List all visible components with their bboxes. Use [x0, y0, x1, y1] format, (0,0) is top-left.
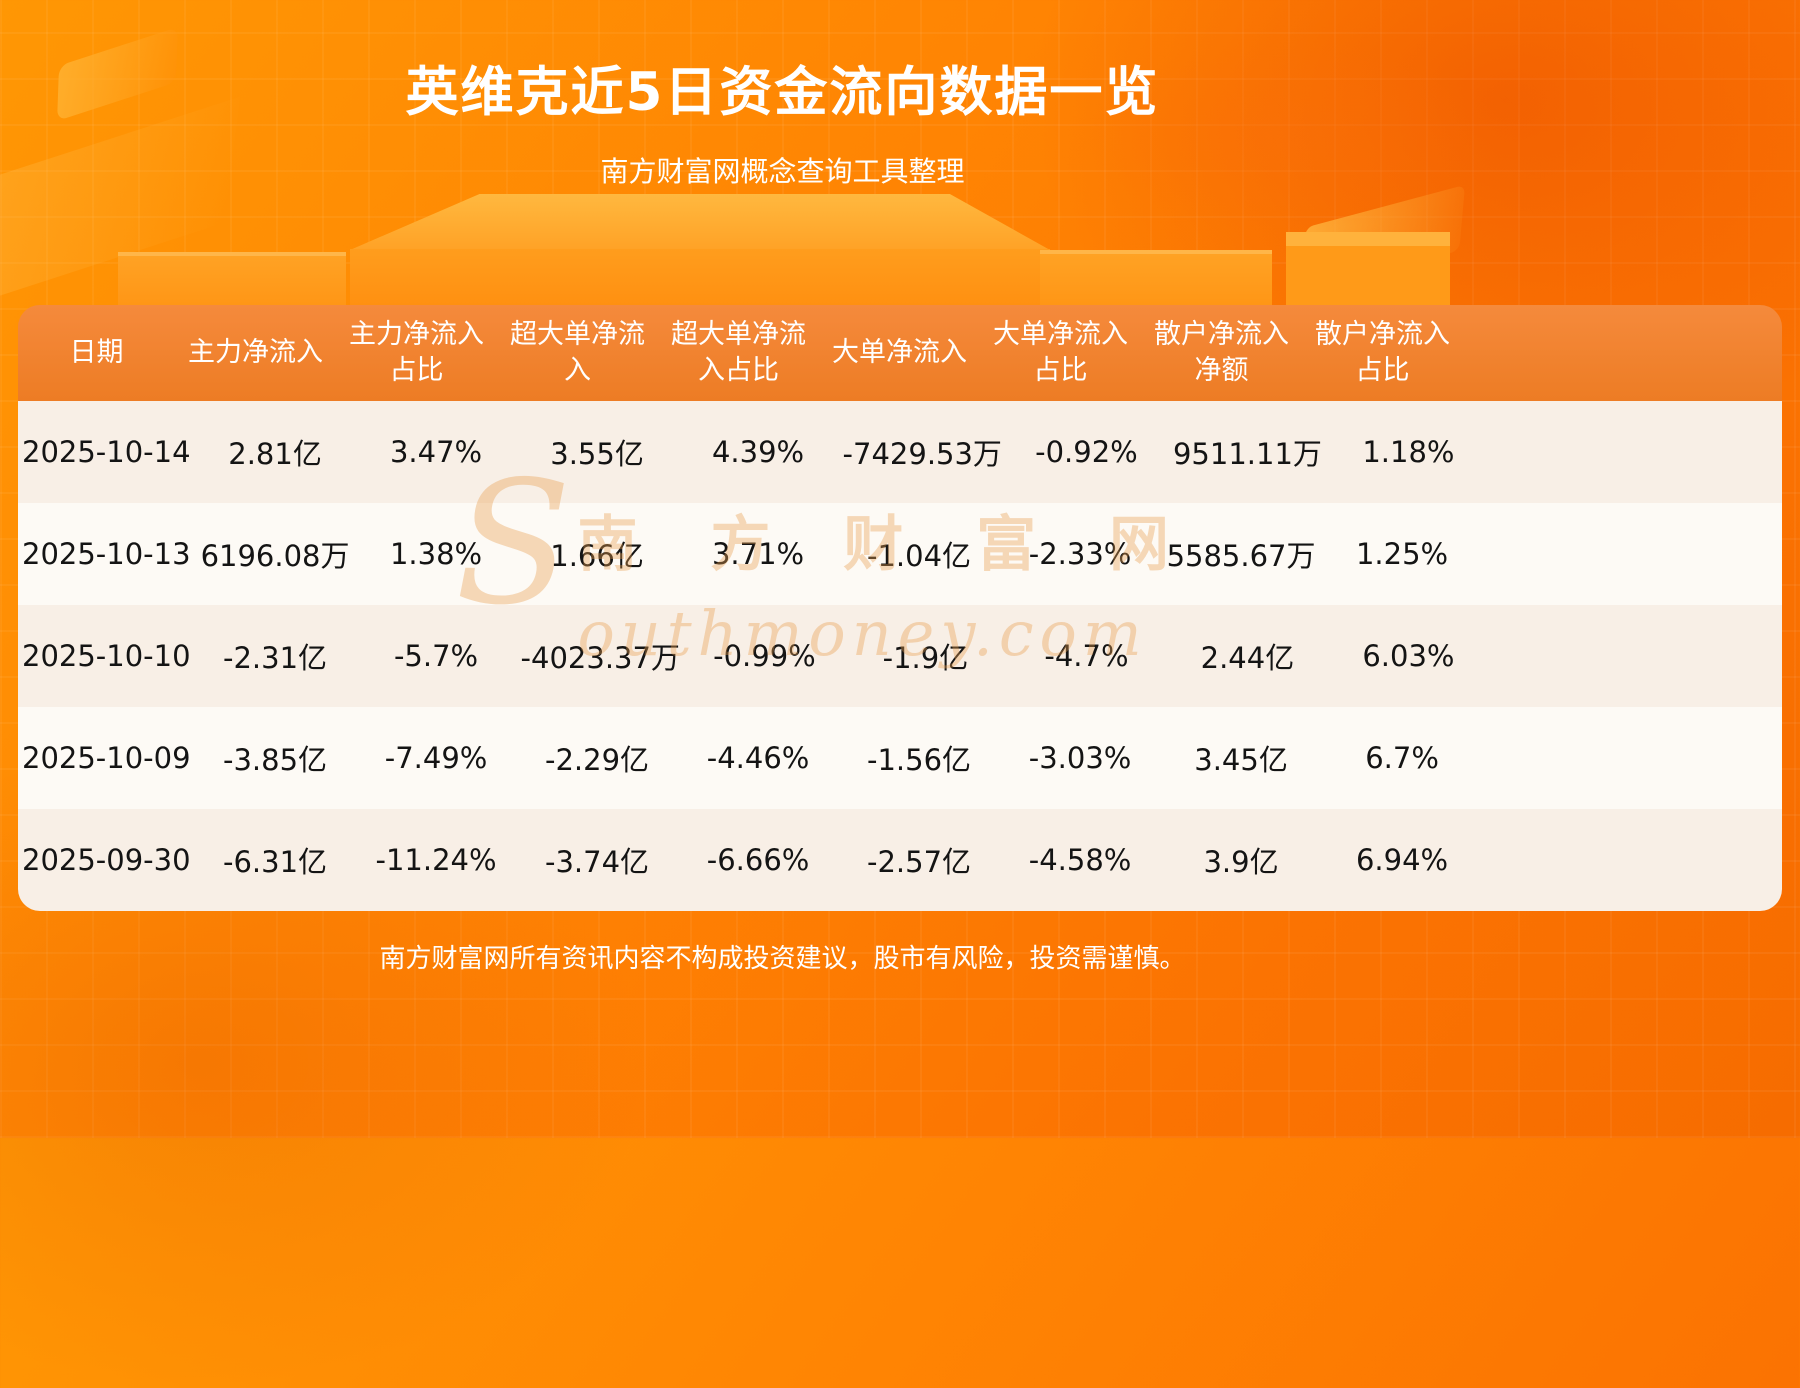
table-cell: 3.9亿 [1203, 845, 1279, 879]
table-row: 2025-10-10 -2.31亿 -5.7% -4023.37万 -0.99%… [18, 605, 1782, 707]
table-cell: 3.55亿 [550, 437, 644, 471]
table-cell: -1.9亿 [882, 641, 969, 675]
table-cell: -1.04亿 [867, 539, 972, 573]
column-header-date: 日期 [69, 336, 124, 368]
column-header-retail-net-inflow: 散户净流入净额 [1154, 318, 1289, 386]
table-cell: -3.03% [1028, 741, 1132, 775]
table-cell: -0.99% [713, 639, 816, 673]
table-cell: -4023.37万 [520, 641, 680, 675]
row-spacer [1483, 809, 1782, 911]
table-row: 2025-10-13 6196.08万 1.38% 1.66亿 3.71% -1… [18, 503, 1782, 605]
table-cell: -3.74亿 [545, 845, 650, 879]
column-header-large-net-inflow: 大单净流入 [832, 336, 967, 368]
table-row: 2025-10-09 -3.85亿 -7.49% -2.29亿 -4.46% -… [18, 707, 1782, 809]
table-cell: -2.57亿 [867, 845, 972, 879]
table-cell: -3.85亿 [223, 743, 328, 777]
table-cell: 6.7% [1365, 741, 1439, 775]
table-cell: -4.7% [1044, 639, 1129, 673]
table-cell: 3.45亿 [1194, 743, 1288, 777]
table-cell: -5.7% [393, 639, 479, 673]
table-row: 2025-10-14 2.81亿 3.47% 3.55亿 4.39% -7429… [18, 401, 1782, 503]
table-cell: -7.49% [384, 741, 488, 775]
table-header-row: 日期 主力净流入 主力净流入占比 超大单净流入 超大单净流入占比 大单净流入 大… [18, 305, 1782, 401]
row-spacer [1489, 401, 1782, 503]
fund-flow-table: 日期 主力净流入 主力净流入占比 超大单净流入 超大单净流入占比 大单净流入 大… [18, 305, 1782, 911]
table-cell: 4.39% [711, 435, 805, 469]
table-cell: 6196.08万 [200, 539, 350, 573]
cell-date: 2025-10-09 [22, 741, 191, 775]
table-cell: -2.29亿 [545, 743, 650, 777]
table-cell: -6.31亿 [223, 845, 328, 879]
table-cell: 6.03% [1362, 639, 1455, 673]
column-header-retail-net-inflow-ratio: 散户净流入占比 [1315, 318, 1450, 386]
row-spacer [1489, 605, 1782, 707]
page-subtitle: 南方财富网概念查询工具整理 [600, 155, 965, 188]
table-cell: 3.71% [711, 537, 805, 571]
header-spacer [1463, 305, 1782, 401]
row-spacer [1483, 503, 1782, 605]
table-cell: 1.25% [1355, 537, 1449, 571]
podium-far-right [1286, 232, 1450, 318]
table-cell: -7429.53万 [842, 437, 1002, 471]
table-cell: -2.31亿 [223, 641, 328, 675]
table-cell: -0.92% [1035, 435, 1138, 469]
cell-date: 2025-10-14 [22, 435, 191, 469]
table-cell: 2.44亿 [1200, 641, 1295, 675]
table-cell: -2.33% [1028, 537, 1132, 571]
disclaimer: 南方财富网所有资讯内容不构成投资建议，股市有风险，投资需谨慎。 [379, 944, 1186, 974]
table-cell: -11.24% [375, 843, 497, 877]
table-cell: 2.81亿 [228, 437, 322, 471]
row-spacer [1483, 707, 1782, 809]
table-cell: 6.94% [1355, 843, 1449, 877]
glow-decoration [1080, 40, 1500, 230]
column-header-main-net-inflow: 主力净流入 [188, 336, 323, 368]
cell-date: 2025-10-13 [22, 537, 191, 571]
table-cell: 5585.67万 [1166, 539, 1316, 573]
column-header-superlarge-net-inflow-ratio: 超大单净流入占比 [671, 318, 806, 386]
table-row: 2025-09-30 -6.31亿 -11.24% -3.74亿 -6.66% … [18, 809, 1782, 911]
column-header-large-net-inflow-ratio: 大单净流入占比 [993, 318, 1128, 386]
cell-date: 2025-10-10 [22, 639, 191, 673]
table-cell: 1.66亿 [550, 539, 644, 573]
table-cell: 1.38% [389, 537, 483, 571]
table-cell: -1.56亿 [867, 743, 972, 777]
table-cell: -4.58% [1028, 843, 1132, 877]
podium-top-face [350, 194, 1050, 250]
column-header-superlarge-net-inflow: 超大单净流入 [510, 318, 645, 386]
table-cell: 1.18% [1362, 435, 1455, 469]
column-header-main-net-inflow-ratio: 主力净流入占比 [349, 318, 484, 386]
cell-date: 2025-09-30 [22, 843, 191, 877]
page-title: 英维克近5日资金流向数据一览 [405, 62, 1160, 123]
table-cell: 9511.11万 [1172, 437, 1322, 471]
table-cell: -4.46% [706, 741, 810, 775]
table-cell: 3.47% [389, 435, 483, 469]
table-cell: -6.66% [706, 843, 810, 877]
